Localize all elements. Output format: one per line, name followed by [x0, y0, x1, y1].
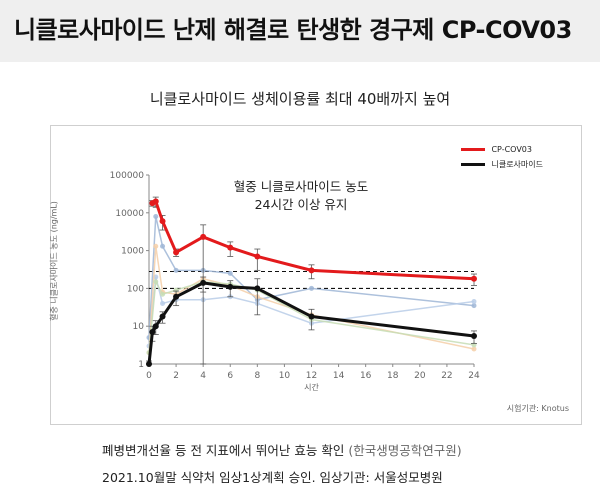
faint-series-point [471, 299, 477, 305]
page-title: 니클로사마이드 난제 해결로 탄생한 경구제 CP-COV03 [14, 16, 572, 44]
x-tick-label: 20 [414, 371, 426, 381]
faint-series-point [471, 346, 477, 352]
faint-series-point [471, 303, 477, 309]
faint-series-point [160, 243, 166, 249]
data-point [308, 267, 315, 274]
x-tick-label: 6 [227, 371, 233, 381]
chart-annotation: 혈중 니클로사마이드 농도 24시간 이상 유지 [201, 178, 401, 214]
x-tick-label: 10 [279, 371, 291, 381]
legend-label: 니클로사마이드 [491, 160, 543, 169]
data-point [471, 333, 477, 340]
footer-note: (한국생명공학연구원) [348, 443, 462, 458]
faint-series-point [153, 243, 159, 249]
data-point [200, 233, 207, 240]
faint-series-point [227, 270, 233, 276]
legend-item-cp-cov03: CP-COV03 [461, 142, 543, 157]
x-axis-label: 시간 [304, 382, 319, 392]
y-tick-label: 10 [133, 322, 145, 332]
data-point [149, 329, 156, 336]
x-tick-label: 14 [333, 371, 345, 381]
data-point [471, 275, 477, 282]
x-tick-label: 0 [146, 371, 152, 381]
faint-series-point [153, 279, 159, 285]
data-point [152, 323, 159, 330]
y-tick-label: 10000 [115, 209, 144, 219]
legend-swatch-black [461, 163, 486, 166]
x-tick-label: 12 [306, 371, 317, 381]
data-point [227, 244, 234, 251]
legend-item-niclosamide: 니클로사마이드 [461, 157, 543, 172]
data-point [159, 218, 166, 225]
data-point [173, 293, 180, 300]
annotation-line-2: 24시간 이상 유지 [254, 197, 348, 212]
footer-line-1: 폐병변개선율 등 전 지표에서 뛰어난 효능 확인 (한국생명공학연구원) [102, 440, 462, 459]
faint-series-point [173, 267, 179, 273]
x-tick-label: 4 [200, 371, 206, 381]
x-tick-label: 24 [468, 371, 480, 381]
x-tick-label: 8 [254, 371, 260, 381]
data-point [146, 361, 152, 367]
faint-series-point [153, 213, 159, 219]
x-tick-label: 16 [360, 371, 372, 381]
faint-series-point [160, 291, 166, 297]
data-point [152, 198, 159, 205]
chart-legend: CP-COV03 니클로사마이드 [461, 142, 543, 172]
legend-swatch-red [461, 148, 486, 151]
series-line-niclosamide [147, 281, 475, 365]
footer-main-text: 폐병변개선율 등 전 지표에서 뛰어난 효능 확인 [102, 443, 345, 458]
faint-series-point [309, 285, 314, 291]
data-point [227, 283, 234, 290]
data-point [254, 253, 261, 260]
header-banner: 니클로사마이드 난제 해결로 탄생한 경구제 CP-COV03 [0, 0, 600, 62]
x-tick-label: 22 [441, 371, 452, 381]
y-tick-label: 1 [138, 360, 144, 370]
chart-panel: 1 10 100 1000 10000 100000 0 2 4 6 8 10 12 14 16 18 20 22… [50, 125, 582, 425]
x-tick-label: 18 [387, 371, 399, 381]
source-note: 시험기관: Knotus [506, 404, 569, 413]
legend-label: CP-COV03 [491, 145, 532, 154]
footer-line-2: 2021.10월말 식약처 임상1상계획 승인. 임상기관: 서울성모병원 [102, 470, 443, 485]
data-point [200, 279, 207, 286]
data-point [254, 285, 261, 292]
y-tick-label: 100 [127, 284, 144, 294]
chart-subtitle: 니클로사마이드 생체이용률 최대 40배까지 높여 [149, 90, 451, 108]
y-axis-label: 혈중 니클로사마이드 농도 (ng/mL) [49, 201, 59, 321]
x-tick-label: 2 [173, 371, 179, 381]
y-tick-label: 100000 [110, 171, 145, 181]
y-tick-label: 1000 [121, 247, 144, 257]
faint-series-point [160, 300, 166, 306]
annotation-line-1: 혈중 니클로사마이드 농도 [233, 179, 369, 194]
data-point [159, 313, 166, 320]
data-point [308, 313, 315, 320]
data-point [173, 249, 180, 256]
